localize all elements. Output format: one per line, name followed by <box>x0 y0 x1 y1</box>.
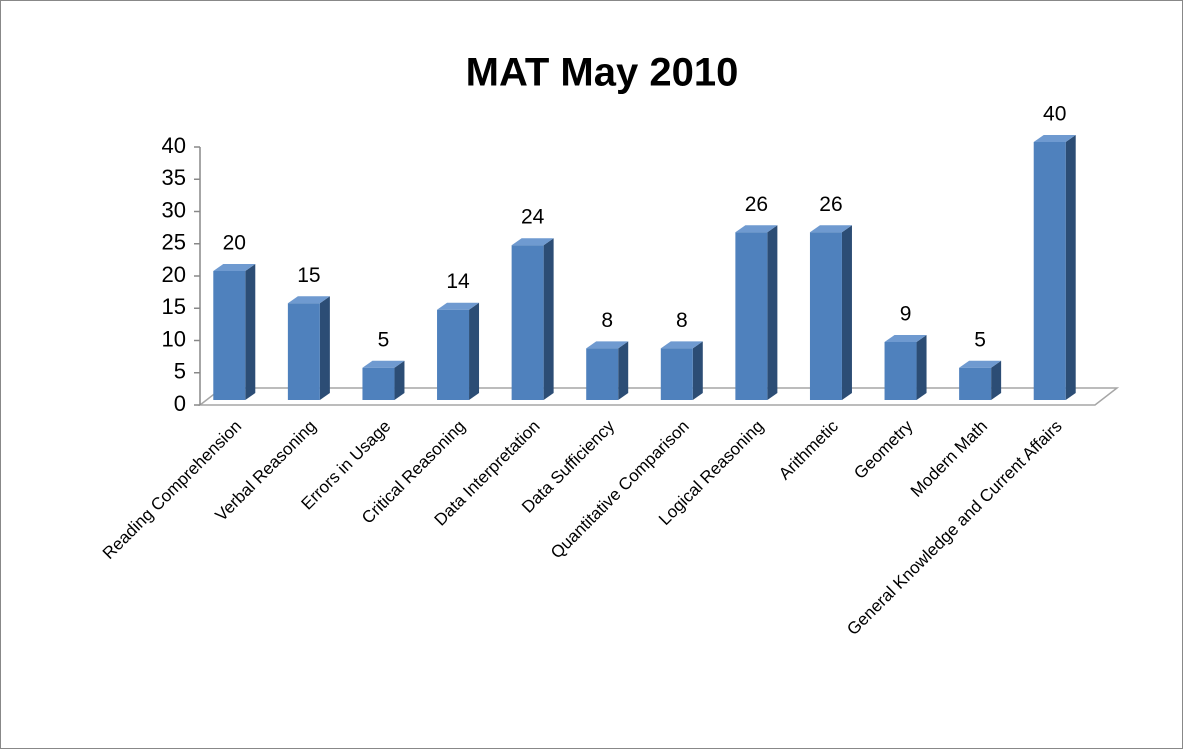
y-tick-label: 20 <box>162 262 186 287</box>
bar-top <box>586 341 629 349</box>
bar <box>511 238 554 400</box>
bar-side <box>543 238 554 400</box>
bar-side <box>991 360 1002 400</box>
bar-front <box>362 367 395 400</box>
bar <box>437 302 480 400</box>
bar-side <box>245 264 256 400</box>
bar <box>809 225 852 400</box>
bar <box>884 334 927 400</box>
value-label: 5 <box>378 328 390 351</box>
bar <box>1033 135 1076 400</box>
bar-top <box>884 334 927 342</box>
value-label: 9 <box>900 302 912 325</box>
bar <box>213 264 256 400</box>
bar <box>735 225 778 400</box>
y-tick-label: 40 <box>162 133 186 158</box>
value-label: 15 <box>297 264 320 287</box>
bar-top <box>809 225 852 233</box>
y-tick-label: 30 <box>162 197 186 222</box>
value-label: 14 <box>446 270 470 293</box>
bar-top <box>213 264 256 271</box>
y-tick-label: 0 <box>174 391 186 416</box>
bar-front <box>213 271 246 400</box>
bar-side <box>841 225 852 400</box>
value-label: 40 <box>1043 103 1066 126</box>
bar-front <box>884 341 917 400</box>
y-tick-label: 5 <box>174 359 186 384</box>
value-label: 24 <box>521 206 545 229</box>
bar <box>959 360 1002 400</box>
value-label: 5 <box>974 328 986 351</box>
bar <box>287 296 330 400</box>
value-label: 26 <box>819 193 842 216</box>
value-label: 8 <box>676 309 688 332</box>
bar-top <box>437 302 480 310</box>
bar-front <box>586 348 619 400</box>
bar <box>362 360 405 400</box>
bar-top <box>660 341 703 349</box>
y-tick-label: 15 <box>162 294 186 319</box>
bar <box>660 341 703 400</box>
bar-side <box>469 302 480 400</box>
bar-front <box>660 348 693 400</box>
value-label: 26 <box>745 193 768 216</box>
value-label: 8 <box>601 309 613 332</box>
bar-front <box>287 303 320 400</box>
bar-top <box>511 238 554 246</box>
bar-front <box>809 232 842 400</box>
bar-top <box>287 296 330 304</box>
bar-top <box>1033 135 1076 142</box>
y-tick-label: 25 <box>162 230 186 255</box>
bar-front <box>437 309 470 400</box>
y-tick-label: 35 <box>162 165 186 190</box>
bar-side <box>767 225 778 400</box>
bar-front <box>735 232 768 400</box>
bar-front <box>511 245 544 400</box>
bar <box>586 341 629 400</box>
bar-top <box>735 225 778 233</box>
bar-top <box>362 360 405 368</box>
chart-title: MAT May 2010 <box>466 51 739 95</box>
y-tick-label: 10 <box>162 326 186 351</box>
bar-top <box>959 360 1002 368</box>
bar-side <box>1065 135 1076 400</box>
bar-front <box>1033 142 1066 400</box>
bar-side <box>916 334 927 400</box>
bar-front <box>959 367 992 400</box>
bar-side <box>319 296 330 400</box>
value-label: 20 <box>223 232 246 255</box>
bar-side <box>394 360 405 400</box>
bar-side <box>618 341 629 400</box>
bar-side <box>692 341 703 400</box>
